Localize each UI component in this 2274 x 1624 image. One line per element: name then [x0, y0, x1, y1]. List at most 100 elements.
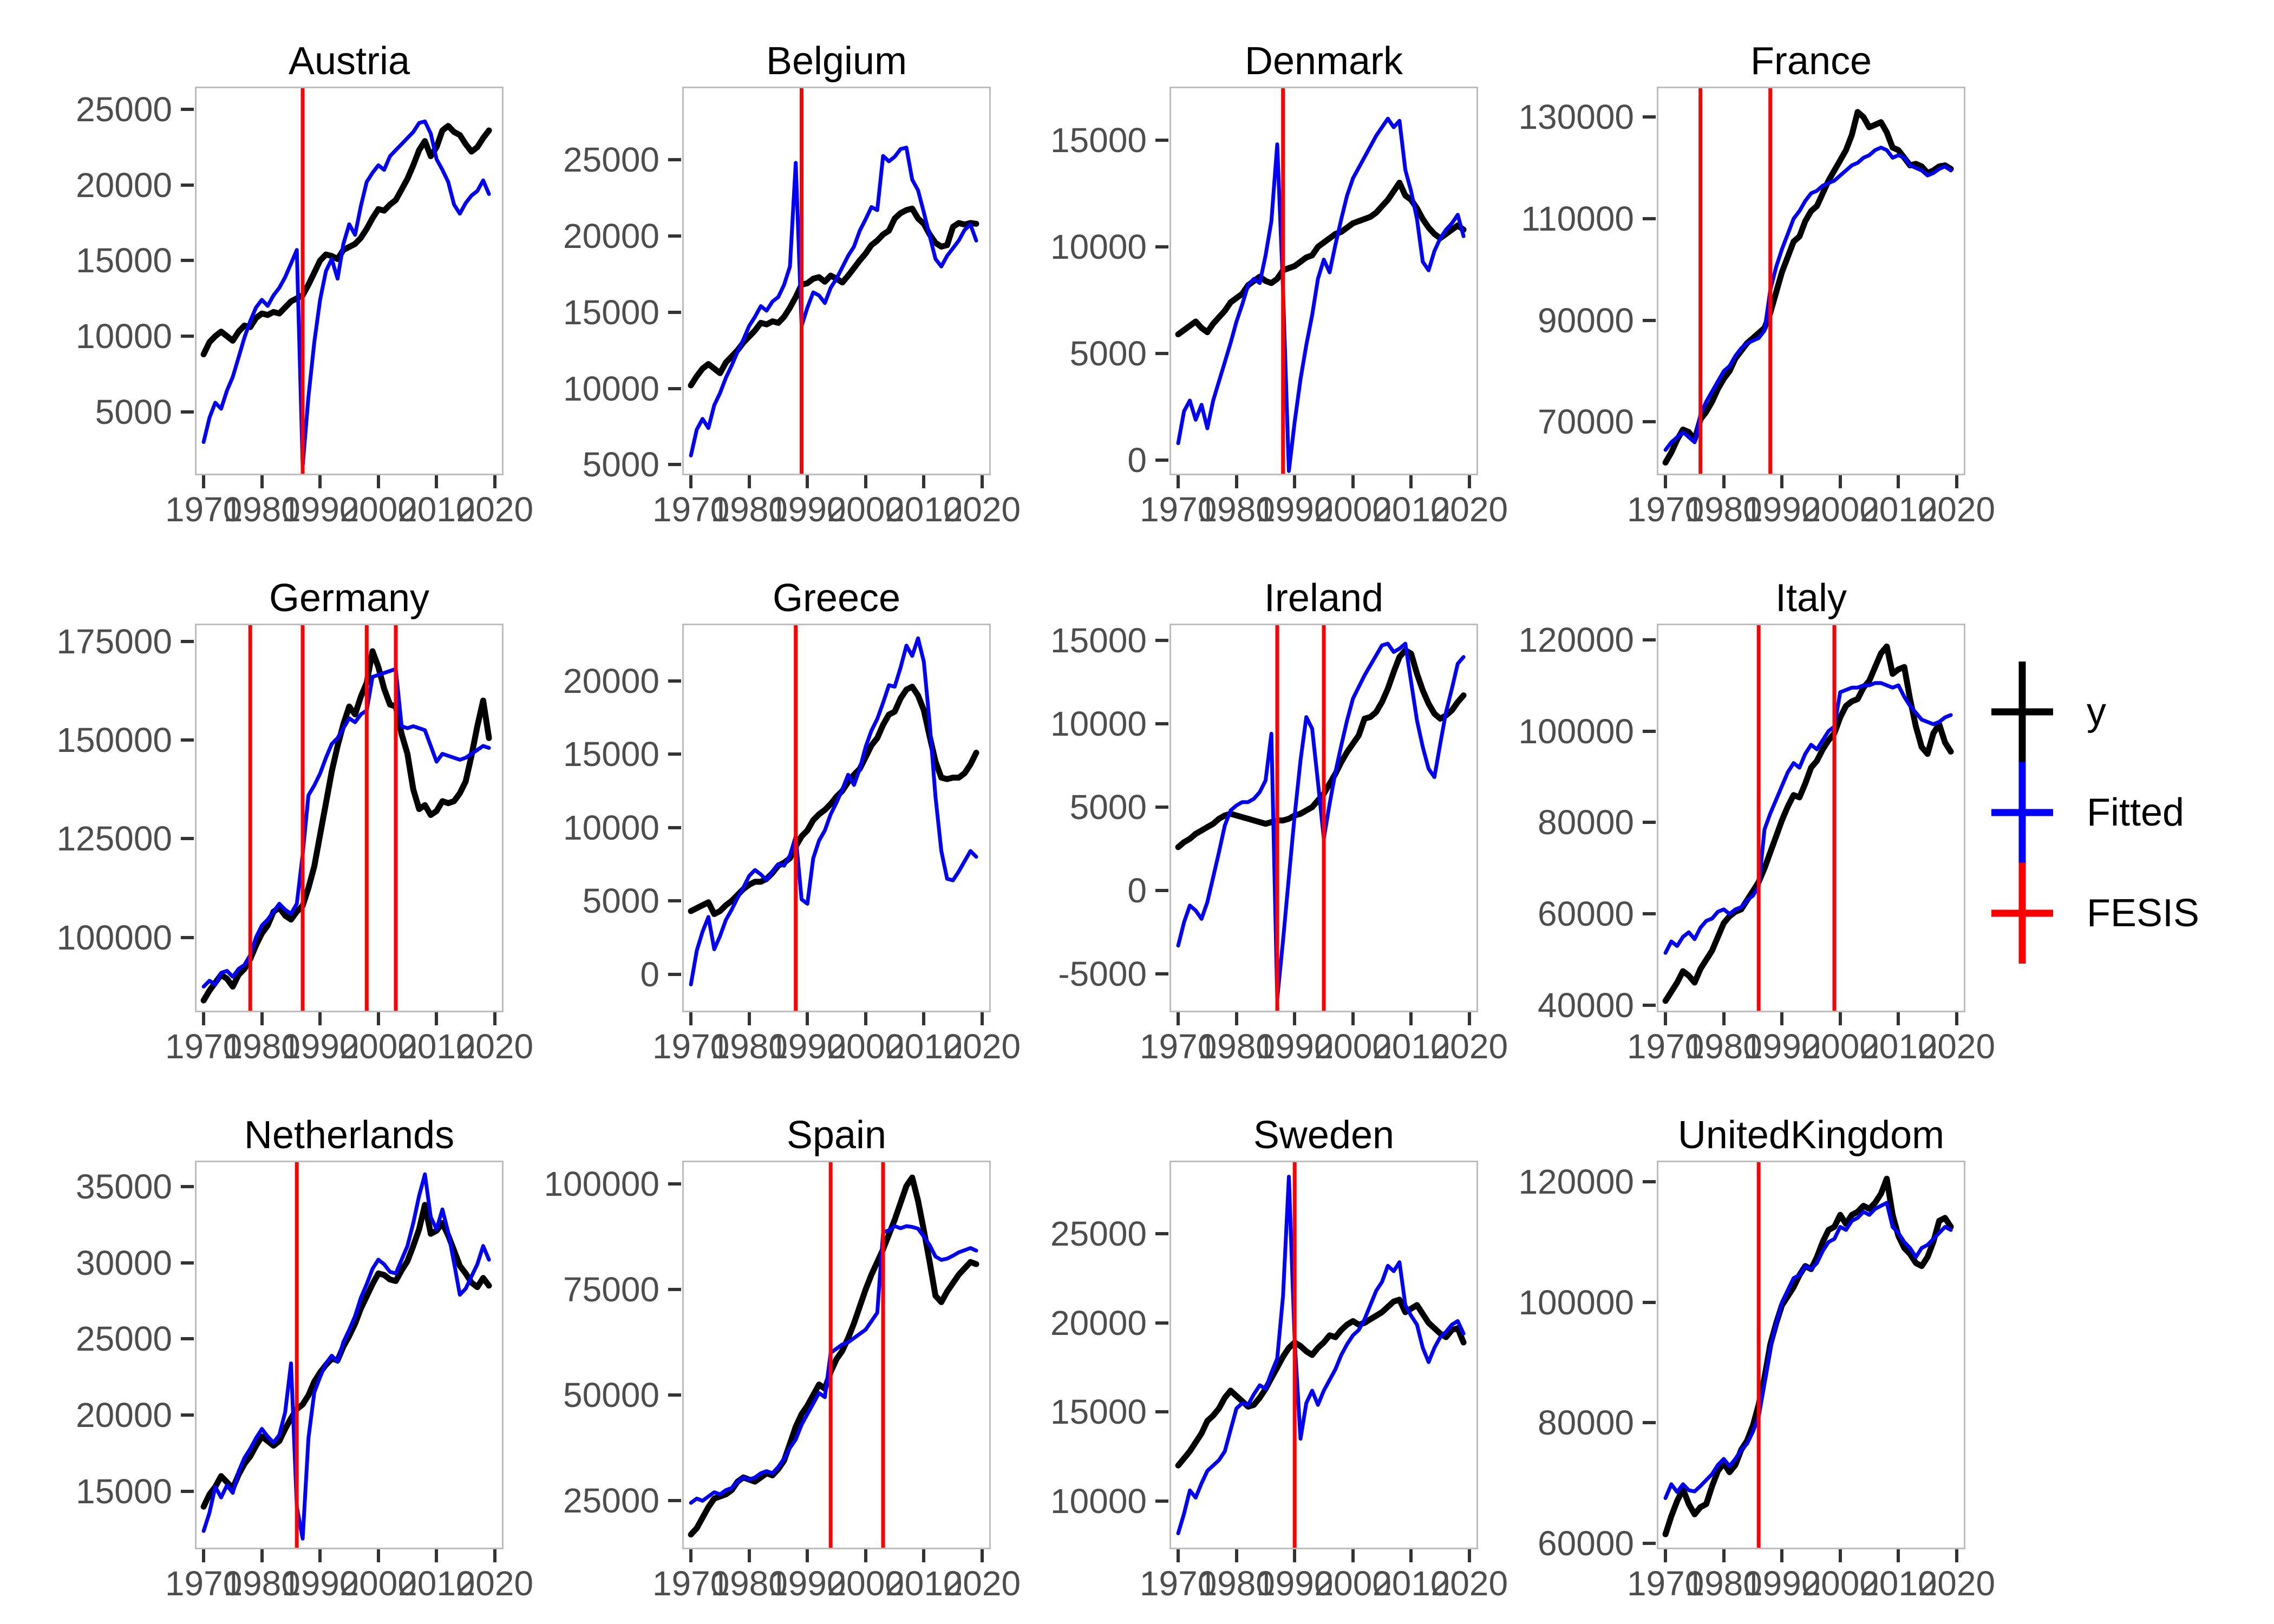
x-axis-tick-label: 1970 [1626, 1027, 1704, 1066]
y-axis-tick-label: 15000 [563, 292, 659, 332]
y-axis-tick-mark [1155, 1232, 1168, 1236]
x-axis-tick-mark [747, 1012, 751, 1025]
x-axis-tick-label: 2020 [1430, 1027, 1508, 1066]
x-axis-tick-label: 1990 [1256, 1564, 1334, 1603]
x-axis-tick-mark [1293, 475, 1297, 488]
y-axis-tick-mark [181, 410, 194, 414]
x-axis-tick-mark [1177, 1549, 1180, 1562]
x-axis-tick-label: 1980 [710, 1564, 788, 1603]
y-axis-tick-label: 175000 [56, 621, 172, 661]
x-axis-tick-mark [1234, 1549, 1238, 1562]
y-axis-tick-label: 15000 [76, 1472, 172, 1511]
x-axis-tick-label: 1990 [1743, 1564, 1821, 1603]
panel-border [1657, 624, 1965, 1012]
x-axis-tick-mark [806, 475, 809, 488]
x-axis-tick-mark [1838, 1012, 1842, 1025]
x-axis: 1970 1980 1990 2000 2010 2020 [1478, 475, 1995, 529]
series-fitted-line [1176, 641, 1466, 1001]
y-axis-tick-label: 120000 [1518, 1162, 1634, 1201]
y-axis-tick-label: 70000 [1538, 402, 1634, 442]
y-axis-tick-mark [668, 972, 681, 976]
x-axis-tick-mark [1897, 1549, 1900, 1562]
plot-area: 60000 80000 100000 120000 [1478, 1161, 1965, 1563]
y-axis-tick-label: 100000 [544, 1164, 659, 1203]
x-axis-tick-label: 2010 [1860, 1027, 1937, 1066]
x-axis-tick-mark [980, 1012, 984, 1025]
x-axis-tick-label: 1990 [1256, 1027, 1334, 1066]
facet-italy: Italy 40000 60000 80000 100000 120000 1970 1980… [1478, 567, 1995, 1066]
panel-title: Greece [772, 577, 901, 620]
x-axis-tick-label: 2000 [827, 1564, 904, 1603]
y-axis-tick-label: 15000 [563, 735, 659, 774]
x-axis-tick-mark [435, 1549, 439, 1562]
x-axis-tick-mark [806, 1549, 809, 1562]
panel-title: France [1750, 40, 1872, 83]
y-axis-tick-mark [181, 639, 194, 643]
series-fitted-line [201, 119, 491, 468]
x-axis-tick-label: 1970 [1626, 1564, 1704, 1603]
x-axis-tick-mark [1293, 1012, 1297, 1025]
plot-area: 40000 60000 80000 100000 120000 [1478, 620, 1965, 1025]
y-axis-tick-label: 120000 [1518, 620, 1634, 659]
x-axis-tick-label: 2000 [1801, 1564, 1879, 1603]
x-axis-tick-label: 1980 [1685, 1564, 1762, 1603]
y-axis-tick-mark [181, 738, 194, 742]
panel-border [682, 1161, 991, 1549]
series-fitted-line [201, 1172, 491, 1541]
y-axis-tick-label: 75000 [563, 1270, 659, 1309]
x-axis-tick-label: 1970 [1139, 1564, 1217, 1603]
y-axis-tick-label: 35000 [76, 1167, 172, 1206]
panel-border [1657, 87, 1965, 475]
x-axis-tick-label: 2020 [943, 1027, 1021, 1066]
y-axis-tick-mark [181, 1490, 194, 1493]
series-y-line [200, 648, 492, 1004]
x-axis-tick-label: 1990 [769, 1564, 846, 1603]
x-axis-tick-label: 2010 [1373, 1564, 1450, 1603]
y-axis-tick-label: 20000 [76, 165, 172, 205]
x-axis-tick-mark [1780, 1012, 1784, 1025]
y-axis-tick-label: 0 [1127, 441, 1147, 480]
series-fitted-line [1176, 116, 1466, 473]
y-axis-tick-mark [1643, 1004, 1656, 1007]
y-axis-tick-label: 10000 [76, 316, 172, 356]
legend-label-fesis: FESIS [2087, 892, 2200, 935]
y-axis-tick-mark [1155, 138, 1168, 142]
panel-border [682, 624, 991, 1012]
x-axis: 1970 1980 1990 2000 2010 2020 [16, 1012, 533, 1066]
x-axis-tick-label: 1990 [769, 1027, 846, 1066]
x-axis-tick-mark [376, 475, 380, 488]
x-axis-tick-label: 2020 [456, 490, 534, 529]
x-axis-tick-mark [922, 475, 926, 488]
y-axis-tick-label: 25000 [563, 1481, 659, 1521]
x-axis-tick-label: 1980 [710, 1027, 788, 1066]
x-axis-tick-mark [260, 1012, 264, 1025]
series-y-line [688, 684, 979, 917]
facet-greece: Greece 0 5000 10000 15000 20000 1970 1980 1990 20… [504, 567, 1021, 1066]
x-axis-tick-mark [1351, 1549, 1355, 1562]
panel-plot [195, 87, 504, 475]
x-axis-tick-label: 1990 [282, 1027, 359, 1066]
y-axis-tick-mark [668, 234, 681, 238]
x-axis: 1970 1980 1990 2000 2010 2020 [991, 1012, 1508, 1066]
x-axis-tick-label: 2010 [1860, 490, 1937, 529]
x-axis-tick-mark [1838, 1549, 1842, 1562]
x-axis-tick-label: 2020 [943, 1564, 1021, 1603]
x-axis-tick-mark [980, 1549, 984, 1562]
x-axis-tick-label: 1990 [282, 1564, 359, 1603]
y-axis-tick-mark [1643, 115, 1656, 119]
x-axis-tick-label: 1970 [652, 1564, 730, 1603]
panel-title: Spain [786, 1114, 887, 1157]
x-axis: 1970 1980 1990 2000 2010 2020 [504, 1549, 1021, 1603]
x-axis-tick-mark [493, 1012, 496, 1025]
x-axis-tick-mark [1664, 475, 1668, 488]
x-axis-tick-label: 1970 [652, 490, 730, 529]
legend-item-fesis: FESIS [1982, 863, 2274, 964]
y-axis-tick-mark [181, 1261, 194, 1265]
x-axis-tick-mark [747, 1549, 751, 1562]
x-axis-tick-label: 2000 [827, 1027, 904, 1066]
x-axis-tick-mark [202, 1012, 206, 1025]
x-axis-tick-label: 1990 [282, 490, 359, 529]
y-axis-tick-label: 25000 [563, 140, 659, 180]
y-axis-tick-label: 130000 [1518, 97, 1634, 137]
x-axis-tick-label: 2000 [1314, 490, 1391, 529]
